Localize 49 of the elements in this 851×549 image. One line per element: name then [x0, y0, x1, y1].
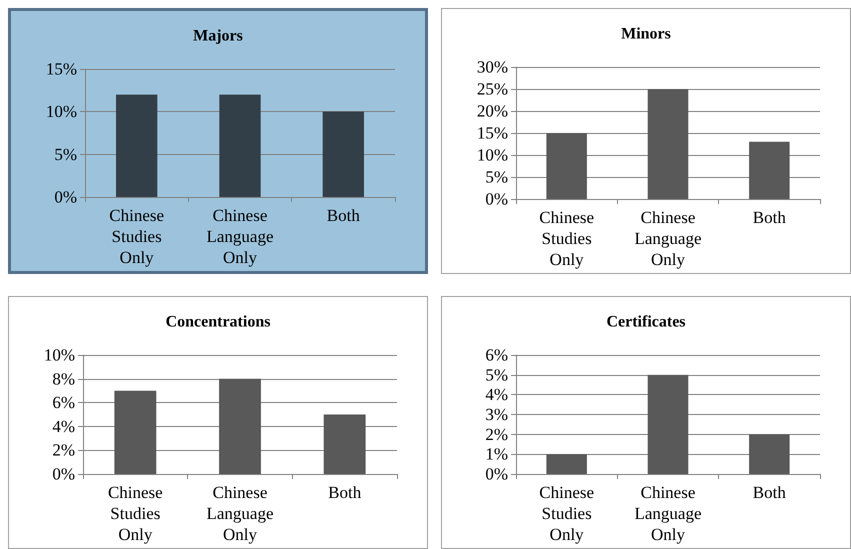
y-tick-label: 6% [485, 346, 508, 364]
x-tick-label: Chinese Language Only [206, 206, 274, 267]
x-tick-label: Chinese Studies Only [539, 483, 594, 544]
y-tick-label: 4% [485, 385, 508, 404]
bar [324, 414, 366, 474]
bar [648, 374, 688, 474]
x-tick-label: Chinese Studies Only [539, 208, 594, 269]
y-tick-label: 0% [52, 464, 75, 484]
y-tick-label: 25% [476, 80, 508, 98]
y-tick-label: 5% [485, 168, 508, 186]
y-tick-label: 5% [54, 144, 77, 164]
y-tick-label: 30% [476, 58, 508, 76]
y-tick-label: 15% [46, 60, 77, 78]
bar [546, 133, 587, 199]
x-tick-label: Chinese Language Only [206, 483, 274, 544]
y-tick-label: 20% [476, 102, 508, 120]
bar [749, 142, 790, 199]
y-tick-label: 5% [485, 365, 508, 384]
x-tick-label: Chinese Language Only [634, 208, 702, 269]
y-tick-label: 2% [52, 440, 75, 460]
y-tick-label: 0% [485, 464, 508, 484]
y-tick-label: 4% [52, 416, 75, 436]
y-tick-label: 3% [485, 405, 508, 424]
bar [546, 454, 587, 474]
x-tick-label: Chinese Studies Only [108, 483, 163, 544]
bar [749, 434, 790, 474]
y-tick-label: 10% [476, 146, 508, 164]
x-tick-label: Both [326, 206, 360, 225]
bar [219, 378, 261, 474]
bar [648, 89, 688, 199]
chart-title: Concentrations [166, 314, 270, 330]
y-tick-label: 2% [485, 424, 508, 444]
chart-title: Certificates [606, 314, 686, 330]
y-tick-label: 1% [485, 444, 508, 464]
chart-title: Minors [621, 26, 671, 42]
y-tick-label: 0% [485, 190, 508, 208]
chart-title: Majors [193, 28, 243, 44]
x-tick-label: Chinese Studies Only [109, 206, 164, 267]
y-tick-label: 10% [46, 102, 77, 122]
y-tick-label: 10% [44, 346, 75, 364]
y-tick-label: 0% [54, 188, 77, 206]
x-tick-label: Chinese Language Only [634, 483, 702, 544]
x-tick-label: Both [752, 483, 786, 502]
bar [114, 390, 156, 474]
y-tick-label: 6% [52, 393, 75, 412]
x-tick-label: Both [752, 208, 786, 227]
x-tick-label: Both [328, 483, 362, 502]
y-tick-label: 8% [52, 369, 75, 388]
y-tick-label: 15% [476, 124, 508, 142]
